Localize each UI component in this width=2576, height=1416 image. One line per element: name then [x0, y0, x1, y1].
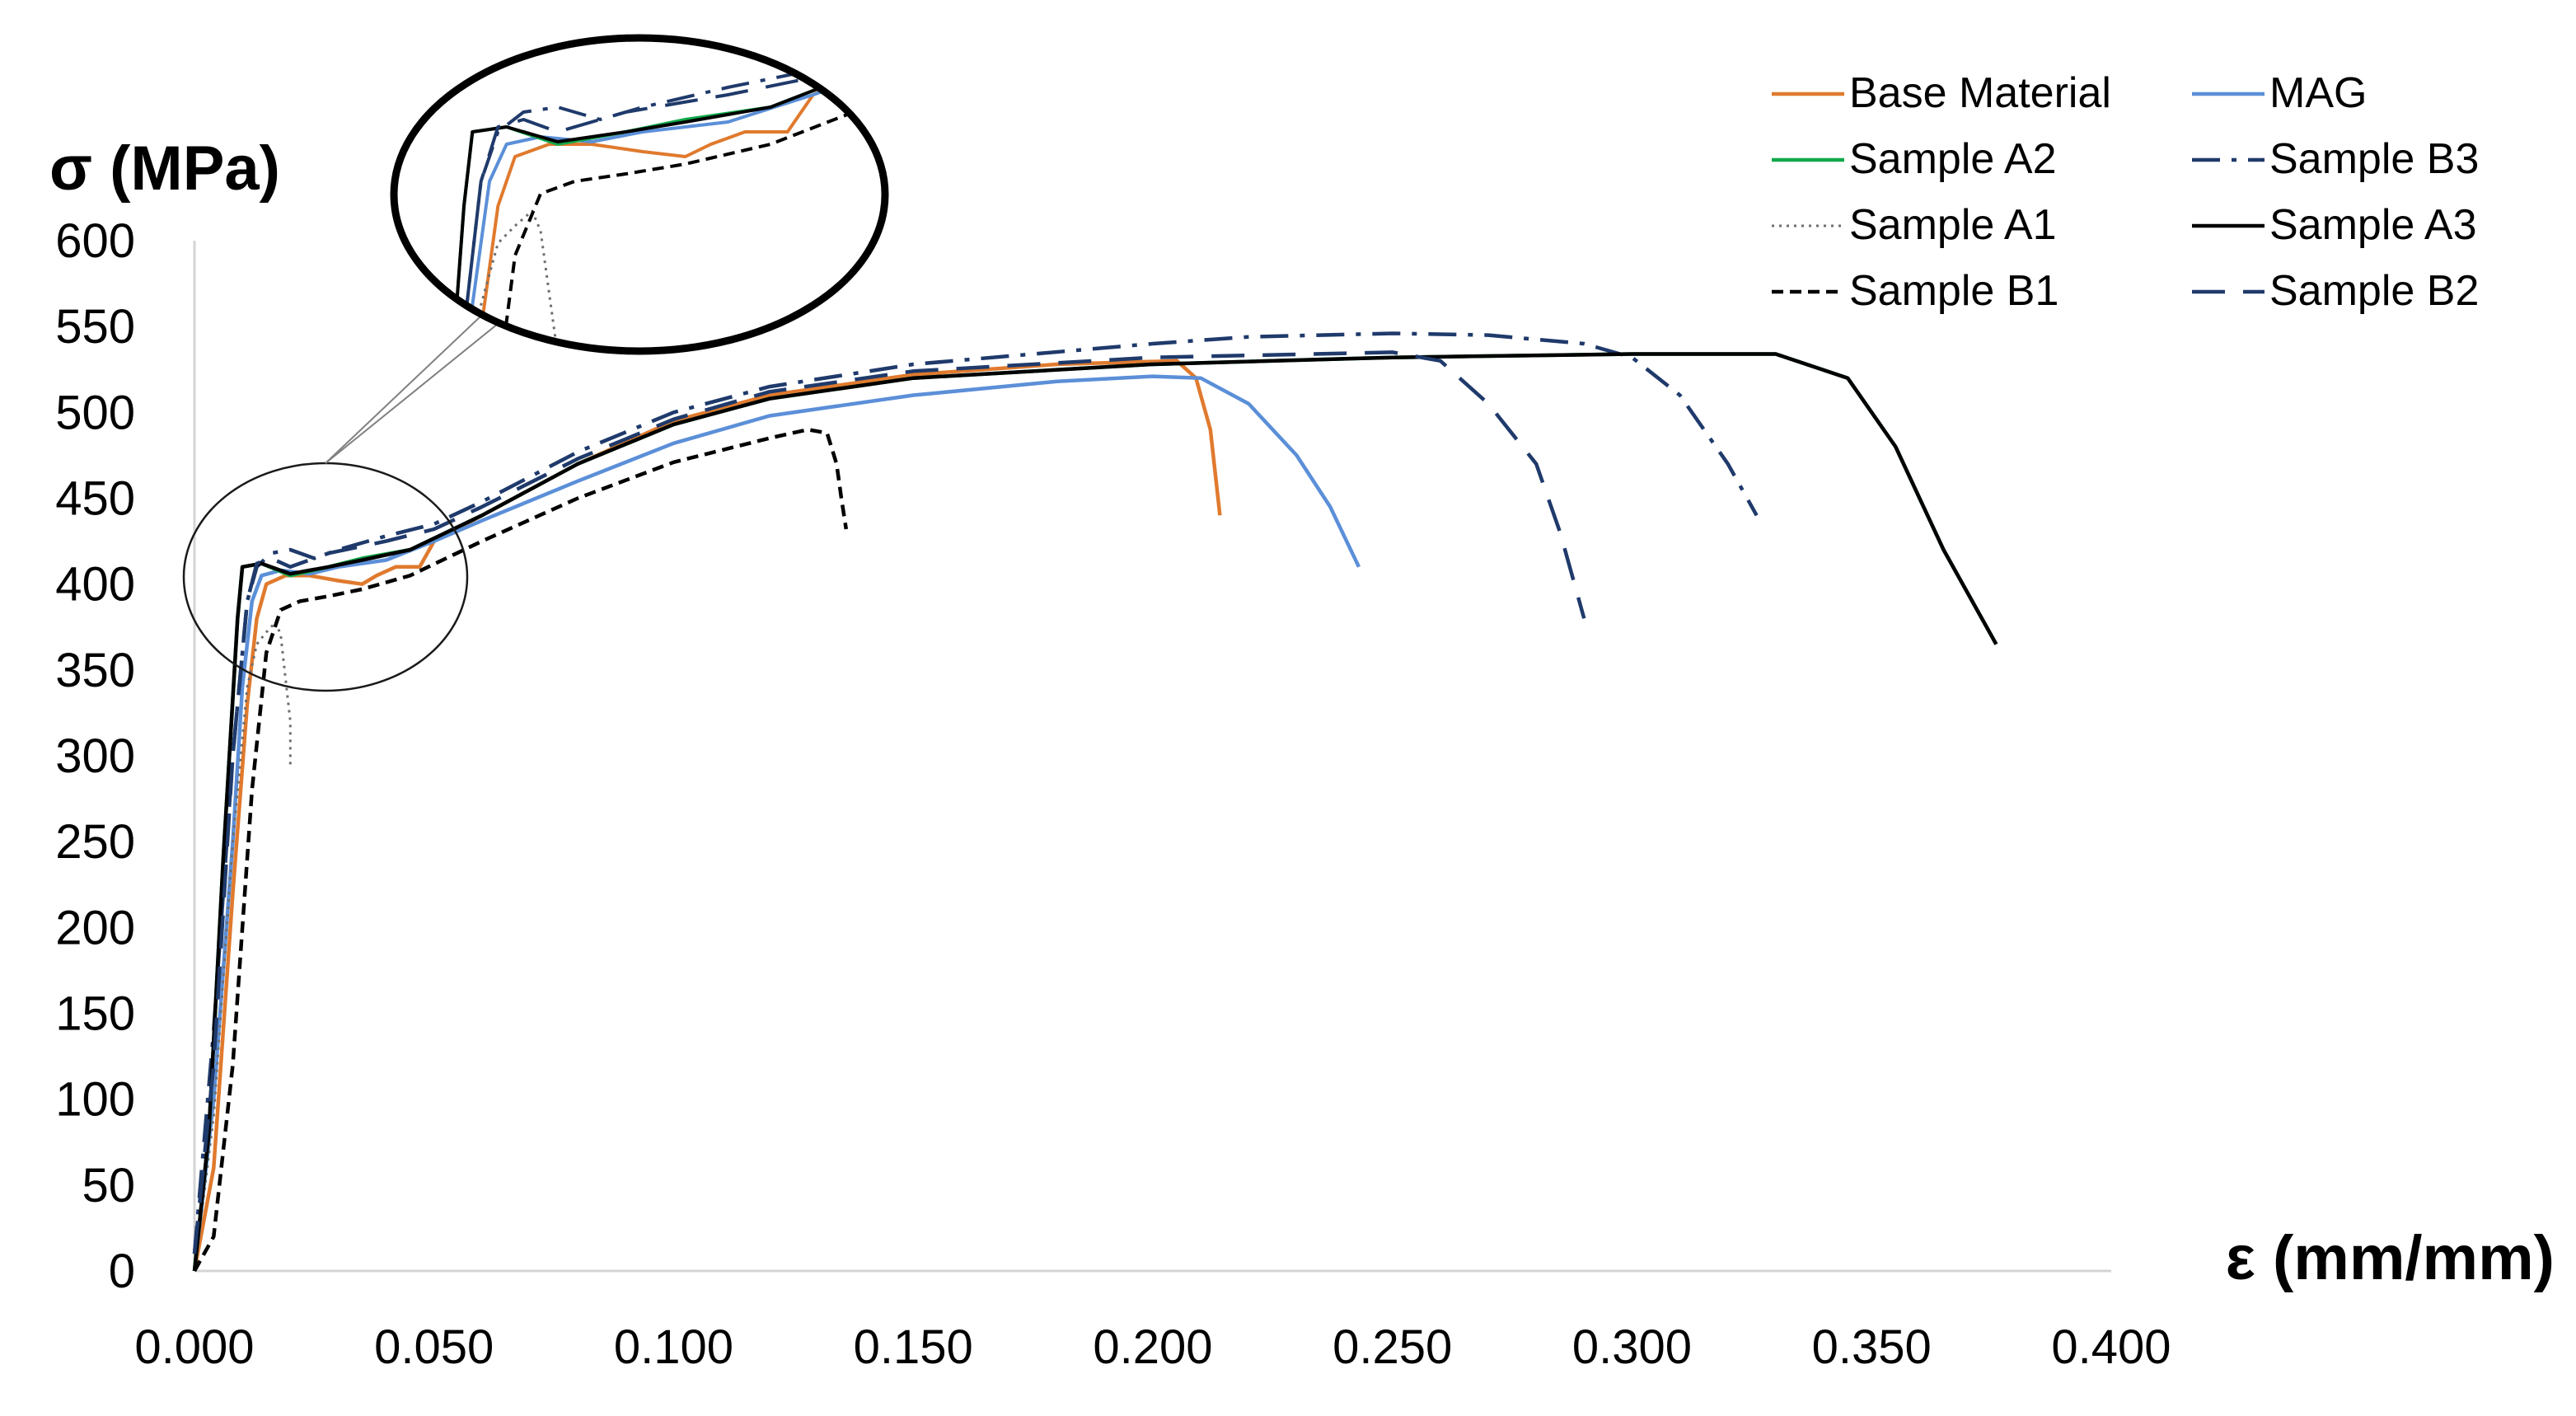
legend-label: Base Material	[1849, 69, 2111, 117]
y-tick-label: 400	[55, 558, 135, 612]
y-tick-label: 500	[55, 386, 135, 439]
series-line-sample-a1	[193, 621, 292, 1272]
y-tick-label: 100	[55, 1073, 135, 1127]
series-line-base-material	[192, 359, 1222, 1272]
inset-series-line-sample-b3	[394, 38, 885, 351]
inset-series-line-sample-a1	[394, 209, 560, 351]
series-line-mag	[192, 374, 1361, 1272]
inset-series-line-sample-b1	[394, 93, 885, 351]
y-tick-label: 0	[109, 1245, 135, 1298]
inset-series-line-sample-b2	[394, 44, 885, 351]
legend-label: Sample A2	[1849, 135, 2057, 183]
legend-label: Sample B2	[2269, 267, 2479, 315]
x-tick-label: 0.000	[134, 1320, 254, 1374]
y-tick-label: 200	[55, 901, 135, 954]
y-axis-title: σ (MPa)	[49, 134, 280, 204]
x-tick-label: 0.100	[614, 1320, 733, 1374]
inset-series-line-mag	[394, 63, 885, 351]
x-axis-title: ε (mm/mm)	[2226, 1223, 2555, 1293]
x-tick-label: 0.150	[854, 1320, 973, 1374]
x-tick-label: 0.050	[374, 1320, 494, 1374]
zoom-connector-line	[325, 312, 512, 464]
legend-label: MAG	[2269, 69, 2367, 117]
series-line-sample-a2	[192, 352, 1998, 1272]
series-line-sample-a3	[192, 352, 1998, 1272]
y-tick-label: 350	[55, 644, 135, 697]
inset-series-line-base-material	[394, 56, 885, 351]
y-tick-label: 50	[82, 1159, 135, 1212]
inset-series-line-sample-a3	[394, 56, 885, 351]
y-tick-label: 600	[55, 214, 135, 268]
y-tick-label: 450	[55, 472, 135, 526]
y-tick-label: 250	[55, 815, 135, 869]
legend-label: Sample A3	[2269, 201, 2477, 249]
y-tick-label: 150	[55, 987, 135, 1041]
series-line-sample-b3	[192, 331, 1759, 1254]
x-tick-label: 0.200	[1093, 1320, 1212, 1374]
x-tick-label: 0.350	[1812, 1320, 1932, 1374]
legend-label: Sample A1	[1849, 201, 2057, 249]
x-tick-label: 0.250	[1332, 1320, 1452, 1374]
x-tick-label: 0.400	[2051, 1320, 2171, 1374]
legend-label: Sample B3	[2269, 135, 2479, 183]
legend-label: Sample B1	[1849, 267, 2058, 315]
series-line-sample-b1	[193, 427, 849, 1273]
series-line-sample-b2	[192, 350, 1586, 1254]
x-tick-label: 0.300	[1572, 1320, 1692, 1374]
y-tick-label: 550	[55, 300, 135, 354]
inset-background	[394, 38, 885, 351]
y-tick-label: 300	[55, 729, 135, 783]
inset-magnifier-frame	[390, 34, 889, 355]
